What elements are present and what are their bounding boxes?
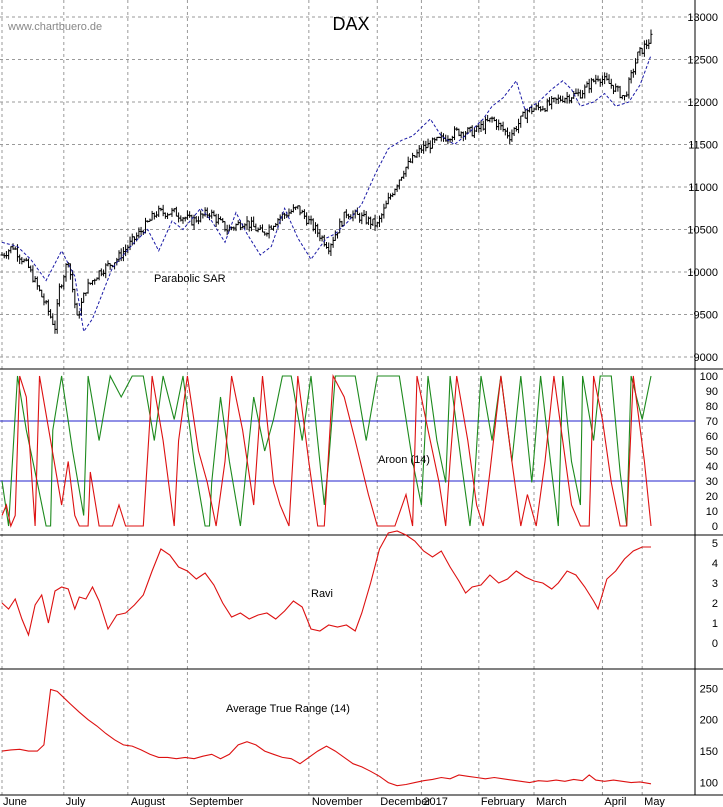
price-tick-11000: 11000 [688, 182, 718, 194]
aroon-tick-0: 0 [712, 521, 718, 533]
aroon-tick-70: 70 [706, 416, 718, 428]
atr-panel: 100 150 200 250 Average True Range (14) [1, 683, 718, 790]
ravi-tick-5: 5 [712, 538, 718, 550]
source-label: www.chartbuero.de [7, 21, 102, 33]
atr-tick-200: 200 [700, 715, 718, 727]
panel-separators [0, 368, 723, 796]
atr-tick-150: 150 [700, 746, 718, 758]
month-label-9: April [604, 796, 626, 807]
atr-tick-100: 100 [700, 778, 718, 790]
month-label-8: March [536, 796, 567, 807]
month-label-0: June [3, 796, 27, 807]
ravi-tick-2: 2 [712, 598, 718, 610]
parabolic-sar-series [1, 55, 652, 333]
atr-label: Average True Range (14) [226, 703, 350, 715]
aroon-tick-30: 30 [706, 476, 718, 488]
aroon-tick-50: 50 [706, 446, 718, 458]
aroon-tick-20: 20 [706, 491, 718, 503]
aroon-tick-90: 90 [706, 386, 718, 398]
month-label-6: 2017 [423, 796, 447, 807]
price-y-ticks: 9000 9500 10000 10500 11000 11500 12000 12500 13… [687, 12, 718, 364]
aroon-tick-60: 60 [706, 431, 718, 443]
grid [0, 0, 696, 795]
price-tick-12000: 12000 [687, 97, 718, 109]
ravi-tick-0: 0 [712, 638, 718, 650]
ravi-label: Ravi [311, 588, 333, 600]
price-tick-11500: 11500 [688, 140, 718, 152]
sar-label: Parabolic SAR [154, 273, 226, 285]
aroon-tick-40: 40 [706, 461, 718, 473]
atr-y-ticks: 100 150 200 250 [700, 683, 718, 789]
price-tick-13000: 13000 [687, 12, 718, 24]
price-tick-10500: 10500 [687, 225, 718, 237]
month-label-2: August [131, 796, 165, 807]
ravi-line [1, 530, 651, 637]
month-label-3: September [189, 796, 243, 807]
aroon-tick-100: 100 [700, 371, 718, 383]
ravi-tick-4: 4 [712, 558, 718, 570]
aroon-reference-lines [0, 420, 695, 482]
aroon-up-line [1, 374, 652, 527]
month-label-1: July [66, 796, 86, 807]
price-tick-9500: 9500 [694, 310, 718, 322]
aroon-down-line [1, 374, 652, 528]
month-label-5: December [380, 796, 431, 807]
ravi-tick-1: 1 [712, 618, 718, 630]
price-series [0, 29, 653, 334]
aroon-tick-80: 80 [706, 401, 718, 413]
atr-tick-250: 250 [700, 683, 718, 695]
chart-title: DAX [332, 14, 369, 34]
ravi-series [1, 530, 651, 637]
aroon-label: Aroon (14) [378, 454, 430, 466]
aroon-tick-10: 10 [706, 506, 718, 518]
month-labels: June July August September November December2… [3, 796, 665, 807]
ravi-y-ticks: 0 1 2 3 4 5 [712, 538, 718, 650]
price-tick-10000: 10000 [687, 267, 718, 279]
sar-line [1, 55, 652, 333]
aroon-series [1, 374, 652, 528]
month-label-7: February [481, 796, 526, 807]
aroon-y-ticks: 0 10 20 30 40 50 60 70 80 90 100 [700, 371, 718, 533]
month-label-4: November [312, 796, 363, 807]
price-tick-12500: 12500 [687, 55, 718, 67]
ravi-tick-3: 3 [712, 578, 718, 590]
price-panel: 9000 9500 10000 10500 11000 11500 12000 12500 13… [0, 12, 718, 364]
atr-series [1, 688, 652, 787]
aroon-panel: 0 10 20 30 40 50 60 70 80 90 100 Aroon (14) [0, 371, 718, 533]
ravi-panel: 0 1 2 3 4 5 Ravi [1, 530, 718, 650]
price-tick-9000: 9000 [694, 352, 718, 364]
month-label-10: May [644, 796, 665, 807]
atr-line [1, 688, 652, 787]
